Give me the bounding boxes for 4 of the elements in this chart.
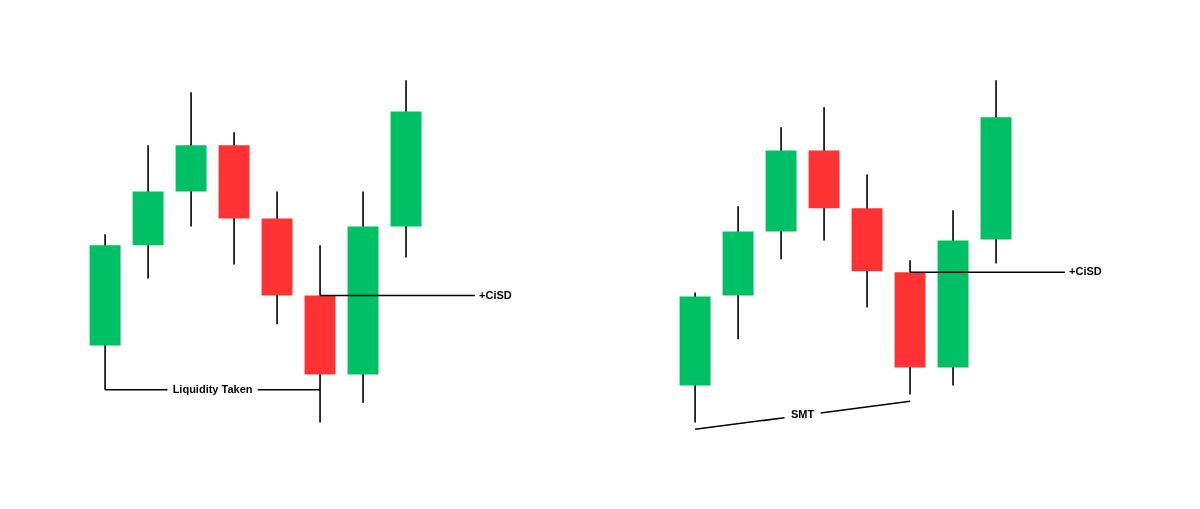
annotation: SMT: [790, 408, 815, 421]
text: +CiSD: [1069, 265, 1102, 278]
text: +CiSD: [479, 288, 512, 301]
annotation: Liquidity Taken: [172, 382, 253, 395]
